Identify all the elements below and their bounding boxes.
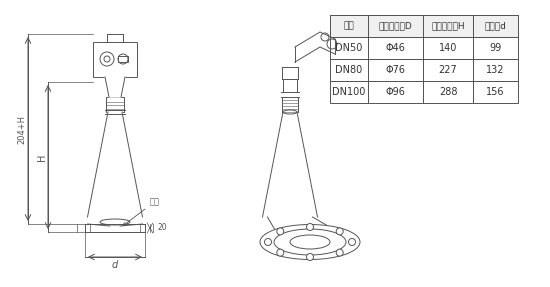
Text: DN100: DN100 (332, 87, 366, 97)
Bar (473, 59, 518, 81)
Text: d: d (112, 260, 118, 270)
Bar (473, 81, 518, 103)
Bar (423, 37, 473, 59)
Text: 喇叭口直径D: 喇叭口直径D (378, 22, 412, 30)
Text: 288: 288 (439, 87, 457, 97)
Bar (423, 81, 473, 103)
Circle shape (336, 249, 343, 256)
Text: 法兰: 法兰 (123, 197, 160, 226)
Text: 法兰: 法兰 (344, 22, 354, 30)
Text: 227: 227 (439, 65, 458, 75)
Bar (368, 37, 423, 59)
Text: Φ46: Φ46 (386, 43, 405, 53)
Text: DN50: DN50 (336, 43, 362, 53)
Bar (368, 59, 423, 81)
Text: DN80: DN80 (336, 65, 362, 75)
Bar (473, 37, 518, 59)
Text: 156: 156 (486, 87, 505, 97)
Bar (330, 59, 368, 81)
Circle shape (306, 224, 313, 230)
Text: Φ96: Φ96 (386, 87, 405, 97)
Bar (93, 42, 137, 77)
Text: 20: 20 (157, 224, 167, 232)
Circle shape (306, 253, 313, 261)
Circle shape (277, 249, 284, 256)
Polygon shape (105, 77, 125, 97)
Bar (106, 97, 124, 112)
Bar (330, 15, 518, 37)
Bar (330, 37, 368, 59)
Circle shape (349, 238, 355, 245)
Circle shape (265, 238, 272, 245)
Text: 喇叭口高度H: 喇叭口高度H (431, 22, 465, 30)
Bar (368, 15, 423, 37)
Text: Φ76: Φ76 (386, 65, 405, 75)
Circle shape (277, 228, 284, 235)
Bar (423, 59, 473, 81)
Text: 140: 140 (439, 43, 457, 53)
Bar (368, 81, 423, 103)
Bar (330, 15, 368, 37)
Text: 四螺盘d: 四螺盘d (485, 22, 507, 30)
Polygon shape (87, 112, 142, 217)
Bar (118, 56, 128, 62)
Circle shape (336, 228, 343, 235)
Text: 99: 99 (490, 43, 502, 53)
Text: H: H (37, 153, 47, 161)
Text: 204+H: 204+H (18, 115, 26, 144)
Bar (330, 81, 368, 103)
Ellipse shape (260, 224, 360, 259)
Bar (473, 15, 518, 37)
Text: 132: 132 (486, 65, 505, 75)
Polygon shape (262, 112, 317, 217)
Bar (423, 15, 473, 37)
